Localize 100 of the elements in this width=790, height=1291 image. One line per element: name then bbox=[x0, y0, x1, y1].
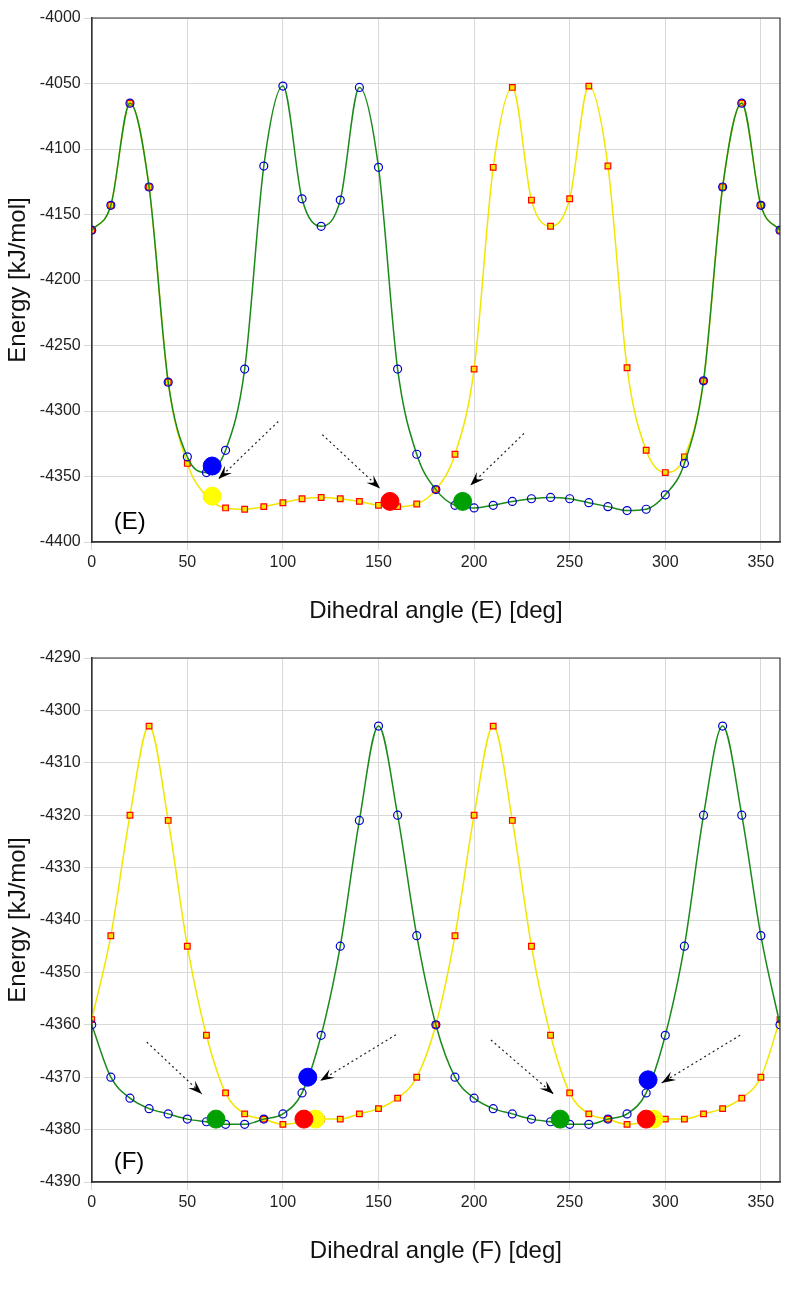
point bbox=[547, 1031, 554, 1039]
y-tick-label: -4300 bbox=[39, 700, 81, 718]
x-tick-label: 250 bbox=[556, 553, 584, 571]
y-tick-label: -4350 bbox=[39, 962, 81, 980]
point bbox=[661, 1115, 669, 1123]
point bbox=[508, 817, 516, 824]
point bbox=[604, 162, 612, 170]
point bbox=[298, 495, 306, 503]
point bbox=[623, 364, 631, 372]
x-tick-label: 300 bbox=[651, 553, 679, 571]
point bbox=[203, 1031, 210, 1039]
point bbox=[489, 722, 497, 730]
x-tick-label: 150 bbox=[365, 553, 392, 571]
point bbox=[566, 195, 574, 203]
x-axis-title: Dihedral angle (F) [deg] bbox=[309, 1236, 562, 1264]
point bbox=[470, 811, 478, 819]
y-tick-label: -4390 bbox=[39, 1172, 81, 1190]
y-tick-label: -4000 bbox=[39, 8, 81, 26]
y-tick-label: -4300 bbox=[39, 401, 81, 419]
point bbox=[680, 1115, 688, 1123]
point bbox=[451, 932, 459, 940]
y-tick-label: -4350 bbox=[39, 466, 81, 484]
x-tick-label: 0 bbox=[87, 553, 97, 571]
point bbox=[547, 222, 554, 230]
point bbox=[489, 163, 497, 171]
point bbox=[738, 1094, 746, 1102]
point bbox=[585, 82, 593, 90]
x-tick-label: 50 bbox=[178, 553, 197, 571]
point bbox=[202, 486, 222, 506]
y-tick-label: -4400 bbox=[39, 532, 81, 550]
point bbox=[164, 817, 172, 824]
point bbox=[508, 84, 516, 91]
point bbox=[528, 942, 535, 950]
point bbox=[222, 504, 229, 512]
point bbox=[375, 501, 382, 509]
y-tick-label: -4290 bbox=[39, 648, 81, 666]
point bbox=[453, 491, 473, 511]
point bbox=[636, 1109, 656, 1129]
y-axis-title: Energy [kJ/mol] bbox=[3, 837, 31, 1003]
point bbox=[528, 196, 535, 204]
x-tick-label: 100 bbox=[269, 1193, 297, 1211]
point bbox=[413, 1073, 421, 1081]
y-tick-label: -4100 bbox=[39, 139, 81, 157]
point bbox=[642, 446, 650, 454]
point bbox=[470, 365, 478, 373]
y-tick-label: -4200 bbox=[39, 270, 81, 288]
point bbox=[183, 942, 191, 950]
point bbox=[336, 495, 344, 503]
annotation: (E) bbox=[113, 506, 146, 534]
x-tick-label: 150 bbox=[365, 1193, 392, 1211]
point bbox=[585, 1110, 593, 1118]
point bbox=[298, 1067, 318, 1087]
point bbox=[451, 450, 459, 458]
y-axis-title: Energy [kJ/mol] bbox=[3, 197, 31, 363]
x-tick-label: 300 bbox=[651, 1193, 679, 1211]
y-tick-label: -4340 bbox=[39, 910, 81, 928]
point bbox=[145, 722, 153, 730]
point bbox=[260, 503, 268, 511]
x-tick-label: 200 bbox=[460, 553, 488, 571]
point bbox=[661, 469, 669, 476]
x-tick-label: 350 bbox=[747, 553, 775, 571]
point bbox=[719, 1105, 727, 1113]
x-tick-label: 100 bbox=[269, 553, 297, 571]
y-tick-label: -4380 bbox=[39, 1120, 81, 1138]
y-tick-label: -4320 bbox=[39, 805, 81, 823]
point bbox=[550, 1109, 570, 1129]
x-tick-label: 200 bbox=[460, 1193, 488, 1211]
point bbox=[638, 1070, 658, 1090]
point bbox=[566, 1089, 574, 1097]
point bbox=[294, 1109, 314, 1129]
point bbox=[394, 1094, 402, 1102]
point bbox=[222, 1089, 229, 1097]
y-tick-label: -4050 bbox=[39, 73, 81, 91]
annotation: (F) bbox=[113, 1146, 145, 1174]
point bbox=[126, 811, 134, 819]
y-tick-label: -4150 bbox=[39, 204, 81, 222]
point bbox=[279, 1120, 287, 1128]
y-tick-label: -4360 bbox=[39, 1015, 81, 1033]
point bbox=[355, 1110, 363, 1118]
x-axis-title: Dihedral angle (E) [deg] bbox=[309, 596, 563, 624]
point bbox=[317, 494, 325, 501]
point bbox=[107, 932, 115, 940]
point bbox=[380, 491, 400, 511]
y-tick-label: -4370 bbox=[39, 1067, 81, 1085]
y-tick-label: -4250 bbox=[39, 335, 81, 353]
point bbox=[202, 456, 222, 476]
point bbox=[623, 1120, 631, 1128]
x-tick-label: 50 bbox=[178, 1193, 197, 1211]
x-tick-label: 250 bbox=[556, 1193, 584, 1211]
point bbox=[413, 500, 421, 508]
y-tick-label: -4330 bbox=[39, 858, 81, 876]
point bbox=[279, 499, 287, 507]
point bbox=[336, 1115, 344, 1123]
x-tick-label: 350 bbox=[747, 1193, 775, 1211]
point bbox=[355, 497, 363, 505]
point bbox=[241, 505, 249, 513]
point bbox=[241, 1110, 249, 1118]
x-tick-label: 0 bbox=[87, 1193, 97, 1211]
y-tick-label: -4310 bbox=[39, 753, 81, 771]
point bbox=[375, 1105, 382, 1113]
